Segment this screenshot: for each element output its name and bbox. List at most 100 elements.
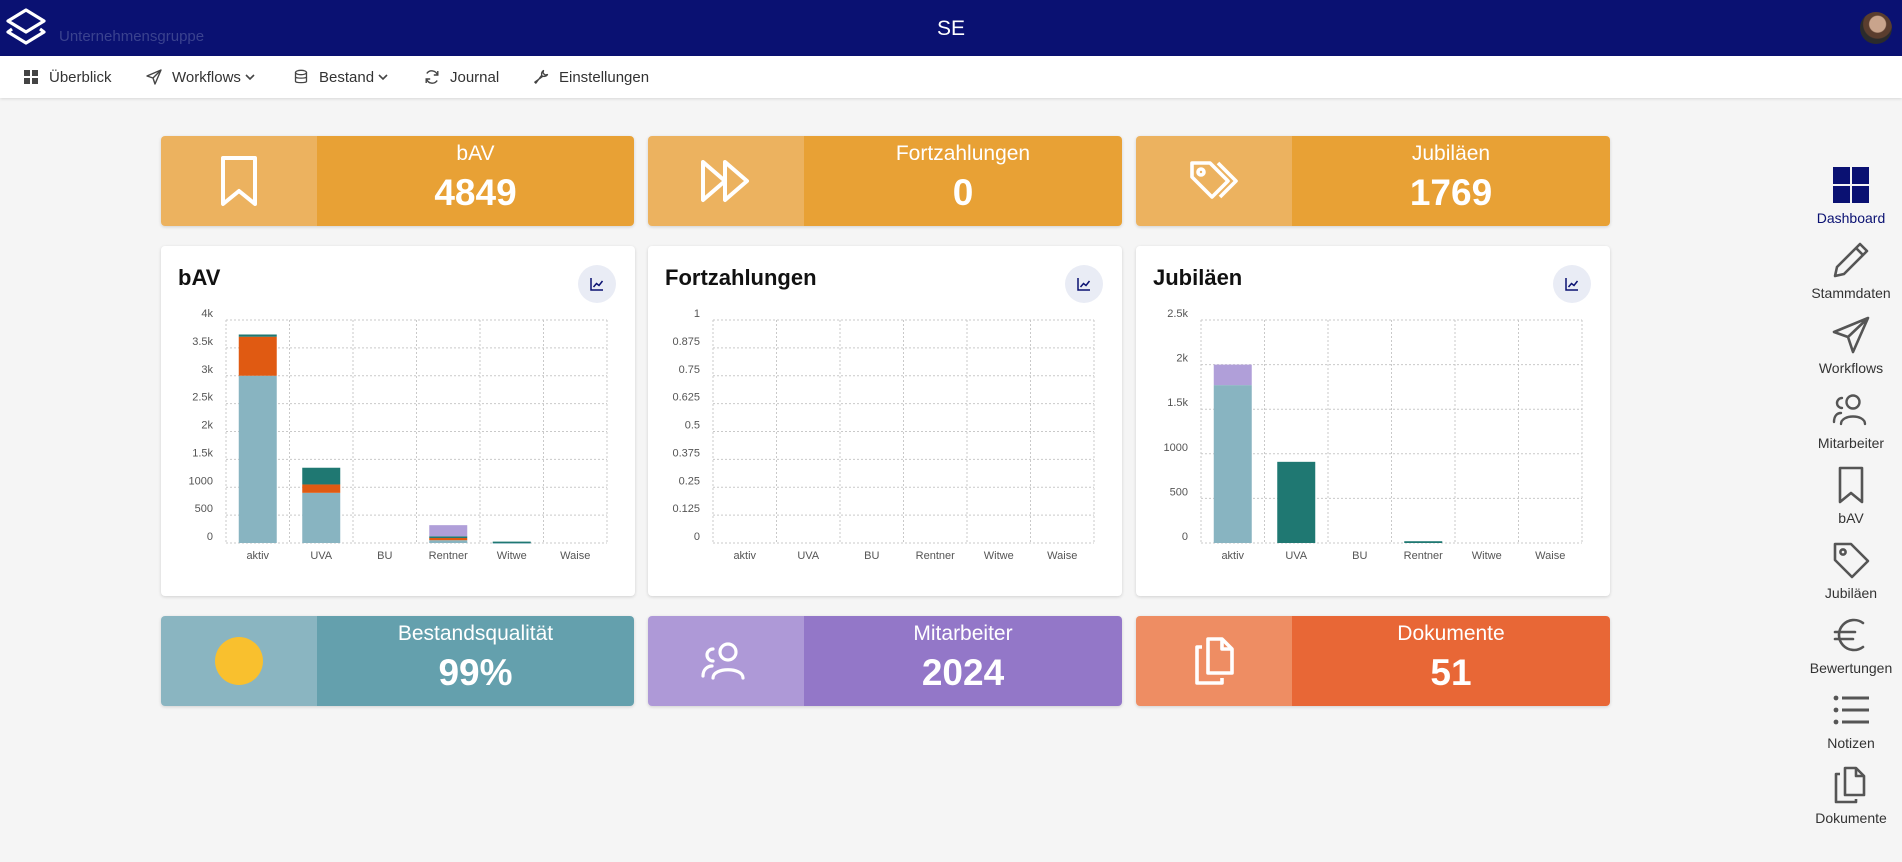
y-tick-label: 1.5k [1167, 397, 1188, 409]
stat-label: Jubiläen [1411, 142, 1491, 165]
stat-tile-bestandsqualitaet[interactable]: Bestandsqualität 99% [161, 616, 634, 706]
y-tick-label: 500 [1170, 486, 1188, 498]
chart-toggle-button[interactable] [578, 265, 616, 303]
bar-segment[interactable] [492, 541, 531, 544]
y-tick-label: 0.25 [679, 475, 700, 487]
bar-segment[interactable] [238, 375, 277, 543]
nav-item-einstellungen[interactable]: Einstellungen [533, 56, 649, 98]
y-tick-label: 0 [694, 531, 700, 543]
sidebar-item-stammdaten[interactable]: Stammdaten [1800, 240, 1902, 312]
y-tick-label: 0.375 [672, 447, 700, 459]
sidebar-item-bav[interactable]: bAV [1800, 465, 1902, 537]
chart-title: Fortzahlungen [665, 265, 817, 290]
nav-item-ueberblick[interactable]: Überblick [23, 56, 112, 98]
stat-label: Dokumente [1397, 622, 1505, 645]
bar-segment[interactable] [429, 525, 468, 537]
nav-item-label: Journal [450, 68, 500, 86]
stat-tile-bav[interactable]: bAV 4849 [161, 136, 634, 226]
sidebar-item-dokumente[interactable]: Dokumente [1800, 765, 1902, 837]
bar-segment[interactable] [302, 484, 341, 493]
x-tick-label: aktiv [1221, 550, 1244, 562]
stat-tile-dokumente[interactable]: Dokumente 51 [1136, 616, 1610, 706]
bar-segment[interactable] [238, 336, 277, 376]
bar-segment[interactable] [429, 537, 468, 541]
y-tick-label: 0.125 [672, 503, 700, 515]
y-tick-label: 1000 [189, 475, 213, 487]
bar-segment[interactable] [429, 536, 468, 538]
stat-value: 1769 [1409, 172, 1493, 213]
sidebar-item-workflows[interactable]: Workflows [1800, 315, 1902, 387]
sidebar-item-label: Jubiläen [1824, 585, 1878, 601]
nav-item-label: Überblick [49, 68, 112, 86]
user-avatar[interactable] [1860, 12, 1892, 44]
bar-segment[interactable] [1213, 364, 1252, 386]
sidebar-item-bewertungen[interactable]: Bewertungen [1800, 615, 1902, 687]
y-tick-label: 2.5k [192, 392, 213, 404]
y-tick-label: 0 [1182, 531, 1188, 543]
stat-label: Mitarbeiter [913, 622, 1013, 645]
sidebar-item-jubilaeen[interactable]: Jubiläen [1800, 540, 1902, 612]
chart-card-fortzahlungen: Fortzahlungen 0 0.125 0.25 0.375 0.5 0.625 0.7… [648, 246, 1122, 596]
bar-segment[interactable] [429, 540, 468, 543]
stat-tile-fortzahlungen[interactable]: Fortzahlungen 0 [648, 136, 1122, 226]
trend-chart-icon [1077, 278, 1091, 291]
x-tick-label: UVA [1285, 550, 1307, 562]
x-tick-label: Waise [1535, 550, 1565, 562]
chart-card-jubilaeen: Jubiläen 0 500 1000 1.5k 2k 2.5k aktiv UVA BU Ren… [1136, 246, 1610, 596]
bar-segment[interactable] [302, 492, 341, 543]
x-tick-label: BU [377, 550, 392, 562]
y-tick-label: 0.875 [672, 336, 700, 348]
y-tick-label: 3k [201, 364, 213, 376]
sun-icon [215, 637, 263, 685]
x-tick-label: Waise [1047, 550, 1077, 562]
chart-toggle-button[interactable] [1553, 265, 1591, 303]
nav-item-bestand[interactable]: Bestand [293, 56, 388, 98]
x-tick-label: aktiv [733, 550, 756, 562]
y-tick-label: 3.5k [192, 336, 213, 348]
y-tick-label: 2k [201, 420, 213, 432]
sidebar-item-label: Mitarbeiter [1817, 435, 1885, 451]
stat-tile-mitarbeiter[interactable]: Mitarbeiter 2024 [648, 616, 1122, 706]
y-tick-label: 0 [207, 531, 213, 543]
sidebar-item-dashboard[interactable]: Dashboard [1800, 165, 1902, 237]
x-tick-label: UVA [797, 550, 819, 562]
stat-value: 51 [1430, 652, 1472, 693]
x-tick-label: aktiv [246, 550, 269, 562]
wrench-icon [534, 69, 549, 84]
stat-tile-jubilaeen[interactable]: Jubiläen 1769 [1136, 136, 1610, 226]
chart-title: Jubiläen [1153, 265, 1243, 290]
sidebar-item-label: Dokumente [1815, 810, 1887, 826]
stat-value: 2024 [921, 652, 1005, 693]
bookmark-icon [1838, 466, 1864, 504]
company-logo-icon[interactable] [4, 7, 48, 49]
chevron-down-icon [245, 74, 255, 81]
bar-segment[interactable] [238, 334, 277, 337]
bar-segment[interactable] [302, 467, 341, 485]
stat-value: 4849 [434, 172, 517, 213]
sidebar-item-label: Stammdaten [1811, 285, 1891, 301]
sidebar-item-mitarbeiter[interactable]: Mitarbeiter [1800, 390, 1902, 462]
bar-segment[interactable] [1213, 385, 1252, 543]
bar-segment[interactable] [1277, 461, 1316, 543]
sidebar-item-notizen[interactable]: Notizen [1800, 690, 1902, 762]
nav-item-label: Bestand [319, 68, 375, 86]
x-tick-label: Rentner [429, 550, 468, 562]
y-tick-label: 500 [195, 503, 213, 515]
bar-segment[interactable] [1404, 541, 1443, 543]
top-bar: Unternehmensgruppe SE [0, 0, 1902, 56]
bar-chart-fortzahlungen: 0 0.125 0.25 0.375 0.5 0.625 0.75 0.875 1 aktiv UV… [672, 308, 1095, 562]
trend-chart-icon [1565, 278, 1579, 291]
bar-chart-jubilaeen: 0 500 1000 1.5k 2k 2.5k aktiv UVA BU Rentner Witwe… [1164, 308, 1583, 562]
euro-icon [1833, 618, 1865, 652]
dashboard-icon [1833, 167, 1869, 203]
sidebar-item-label: Workflows [1818, 360, 1884, 376]
app-title: SE [936, 17, 965, 40]
trend-chart-icon [590, 278, 604, 291]
send-icon [1832, 316, 1870, 354]
nav-item-label: Workflows [172, 68, 241, 86]
nav-item-journal[interactable]: Journal [424, 56, 499, 98]
nav-item-workflows[interactable]: Workflows [146, 56, 255, 98]
stat-label: Fortzahlungen [895, 142, 1031, 165]
tag-icon [1833, 542, 1870, 579]
chart-toggle-button[interactable] [1065, 265, 1103, 303]
